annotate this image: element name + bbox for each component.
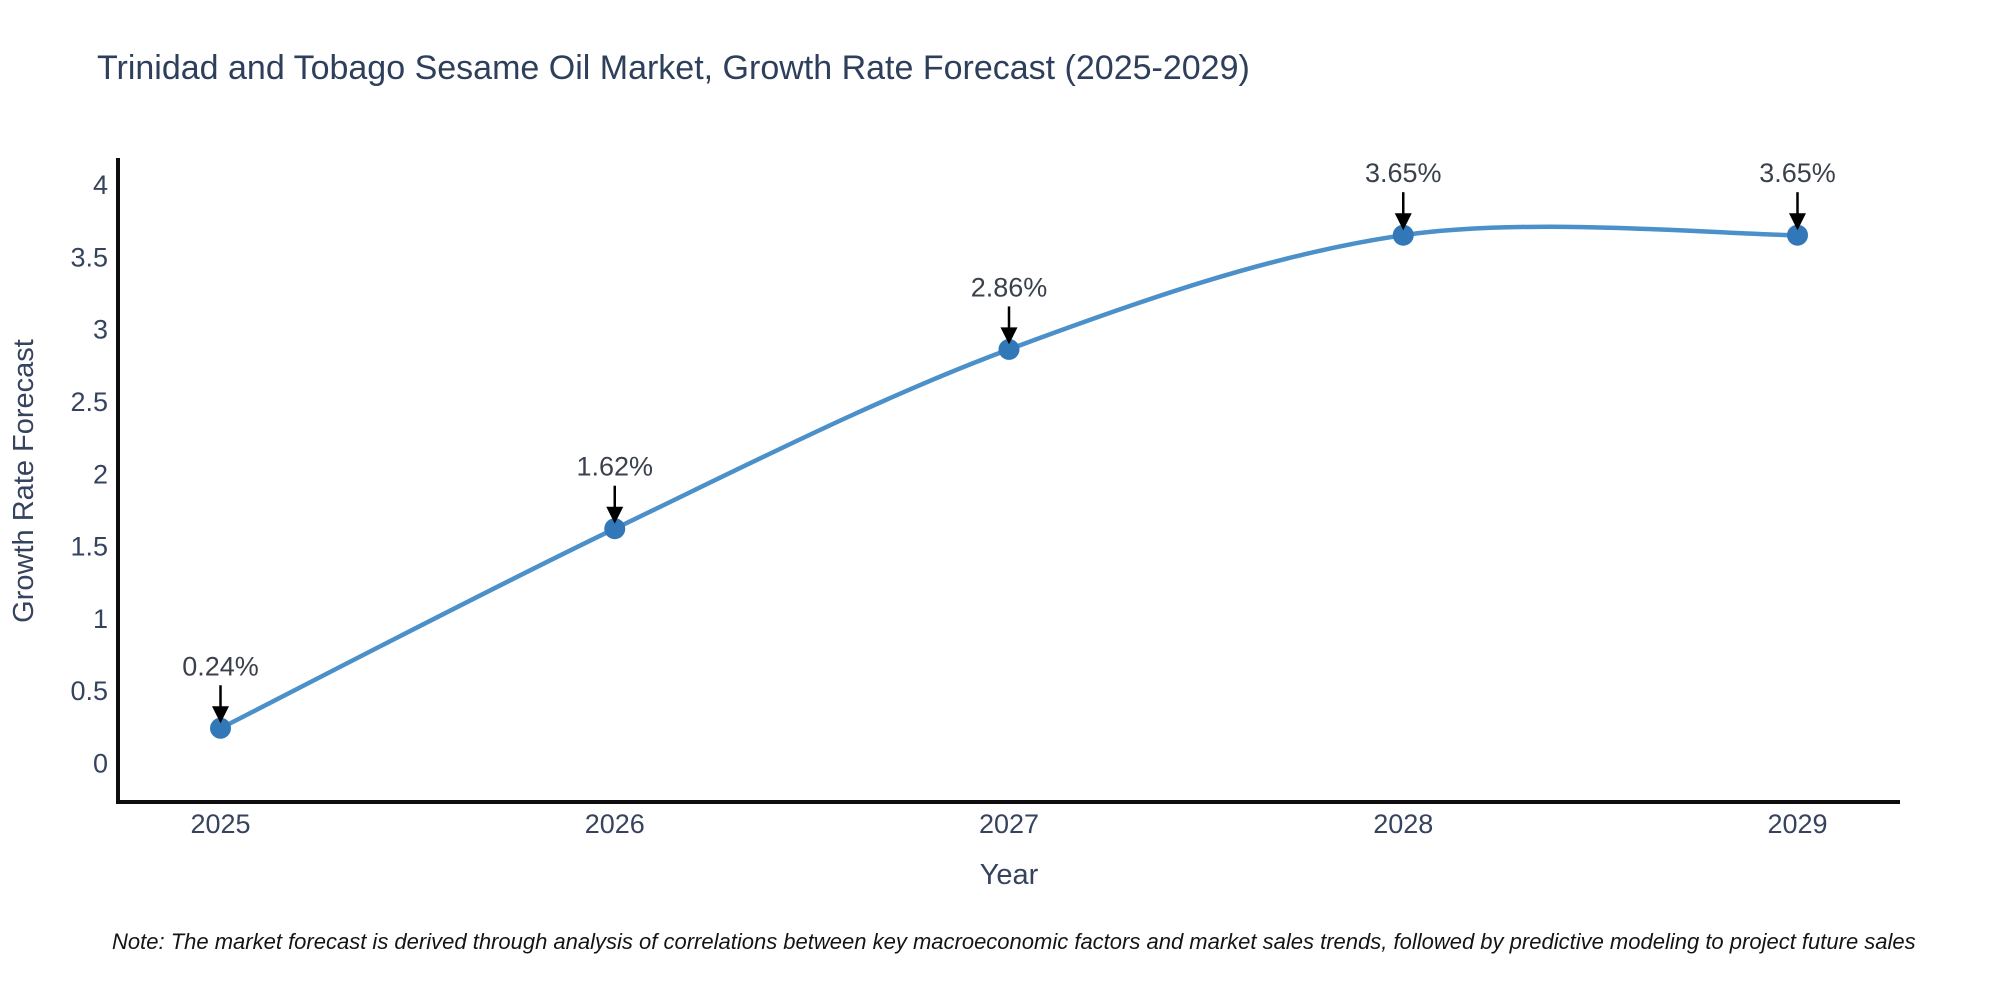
x-tick-label: 2029 — [1767, 809, 1827, 839]
annotation-label: 2.86% — [971, 272, 1048, 302]
y-tick-label: 0.5 — [70, 676, 108, 706]
data-point-marker — [1786, 224, 1808, 246]
annotation-arrow-head — [1000, 327, 1018, 345]
data-point-marker — [998, 338, 1020, 360]
x-tick-label: 2028 — [1373, 809, 1433, 839]
data-point-marker — [604, 518, 626, 540]
y-tick-label: 1 — [93, 604, 108, 634]
footnote: Note: The market forecast is derived thr… — [112, 929, 1916, 954]
annotation-label: 1.62% — [576, 452, 653, 482]
chart-title: Trinidad and Tobago Sesame Oil Market, G… — [97, 49, 1250, 87]
x-tick-label: 2025 — [190, 809, 250, 839]
annotation-label: 3.65% — [1365, 158, 1442, 188]
y-tick-label: 2 — [93, 459, 108, 489]
y-tick-label: 2.5 — [70, 387, 108, 417]
annotation-label: 3.65% — [1759, 158, 1836, 188]
y-tick-label: 3 — [93, 315, 108, 345]
x-axis-title: Year — [980, 859, 1039, 891]
data-point-marker — [1392, 224, 1414, 246]
annotation-arrow-head — [1394, 213, 1412, 231]
y-tick-label: 0 — [93, 748, 108, 778]
x-tick-label: 2027 — [979, 809, 1039, 839]
y-axis-title: Growth Rate Forecast — [8, 339, 40, 623]
annotation-arrow-head — [606, 506, 624, 524]
x-tick-label: 2026 — [585, 809, 645, 839]
annotation-arrow-head — [212, 706, 230, 724]
annotation-arrow-head — [1788, 213, 1806, 231]
y-tick-label: 3.5 — [70, 242, 108, 272]
y-tick-label: 4 — [93, 170, 108, 200]
data-point-marker — [210, 717, 232, 739]
y-tick-label: 1.5 — [70, 532, 108, 562]
annotation-label: 0.24% — [182, 651, 259, 681]
